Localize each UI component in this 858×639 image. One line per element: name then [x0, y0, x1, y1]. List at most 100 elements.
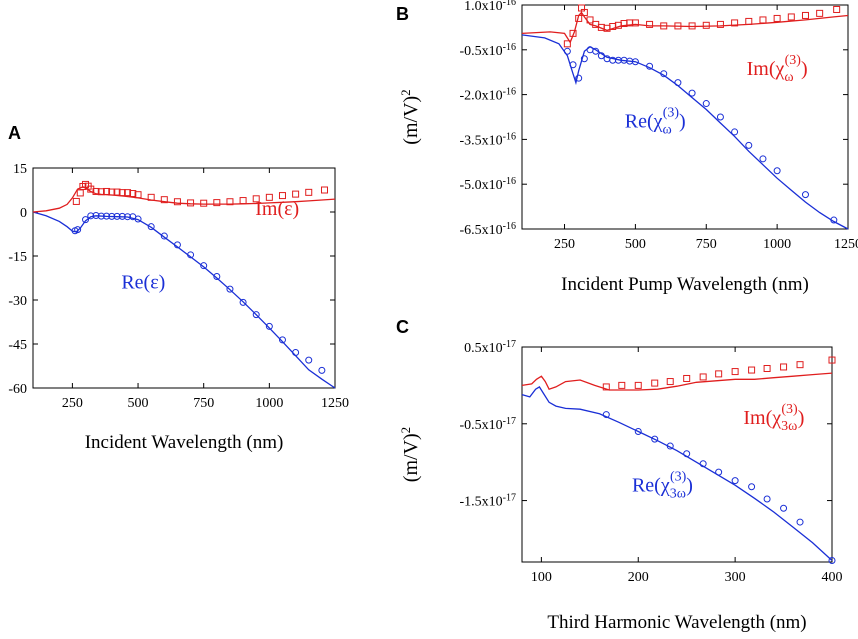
panel-c-re-circle-point	[731, 477, 739, 485]
panel-a-im-square-point	[72, 197, 80, 205]
panel-b-re-circle-point	[773, 167, 781, 175]
panel-b-annotations: Im(χω(3)) Re(χω(3))	[625, 53, 808, 137]
panel-b-re-line-series-line	[521, 34, 849, 230]
panel-b-im-square-point	[702, 21, 710, 29]
panel-a-re-line-series-line	[32, 211, 336, 389]
panel-a-re-circle-point	[124, 213, 132, 221]
panel-b-x-tick-label: 750	[696, 237, 717, 252]
panel-c-im-square-point	[763, 365, 771, 372]
panel-c-im-square-point	[796, 361, 804, 369]
panel-b-re-circle-point	[580, 55, 588, 63]
panel-c-im-square-point	[828, 356, 836, 364]
panel-c-im-square-point	[715, 370, 723, 378]
panel-b-im-square-point	[674, 22, 682, 30]
panel-b-im-square-point	[575, 14, 583, 22]
panel-c-re-circle-point	[602, 411, 610, 419]
panel-a-ticks: 250 500 750 1000 1250 15 0 -15 -30 -45 -60	[8, 162, 349, 411]
panel-a-re-circle-point	[113, 212, 121, 220]
panel-a-re-circle-point	[92, 212, 100, 220]
panel-c: C 100 200 300 400 0.5x10-17 -0.5x10-17 -1.5x10…	[396, 317, 843, 633]
panel-b-re-circle-point	[597, 52, 605, 60]
panel-c-y-tick-label: -1.5x10-17	[459, 492, 516, 510]
panel-a-x-tick-label: 500	[128, 396, 149, 411]
panel-a-re-circle-point	[187, 251, 195, 259]
panel-c-x-tick-label: 200	[628, 570, 649, 585]
panel-a-re-circle-point	[87, 212, 95, 220]
panel-b-re-circle-point	[563, 47, 571, 55]
panel-b-re-circle-point	[569, 61, 577, 69]
panel-c-re-label: Re(χ3ω(3))	[632, 469, 693, 501]
panel-b-y-axis-label: (m/V)2	[398, 89, 423, 144]
panel-b-im-square-point	[580, 8, 588, 16]
panel-a-im-square-point	[292, 190, 300, 198]
panel-c-re-line-series-line	[521, 386, 833, 561]
panel-a-re-circle-point	[318, 366, 326, 374]
panel-b-re-circle-point	[702, 100, 710, 108]
panel-b-re-circle-point	[592, 47, 600, 55]
panel-a-x-tick-label: 250	[62, 396, 83, 411]
panel-b-re-circle-point	[688, 89, 696, 97]
panel-b-im-square-point	[759, 16, 767, 24]
panel-a-y-tick-label: 15	[13, 162, 27, 177]
panel-a-x-tick-label: 1000	[255, 396, 283, 411]
panel-c-re-circle-point	[828, 556, 836, 564]
panel-c-re-circle-point	[666, 442, 674, 450]
panel-a-im-square-point	[213, 199, 221, 207]
panel-b-im-line-series-line	[521, 11, 849, 44]
panel-c-x-tick-label: 100	[531, 570, 552, 585]
panel-b-x-tick-label: 1250	[834, 237, 858, 252]
panel-b-marks	[521, 4, 849, 230]
panel-a-y-tick-label: -30	[8, 294, 27, 309]
panel-b-frame	[521, 4, 849, 230]
panel-a-re-circle-point	[252, 311, 260, 319]
panel-a-im-square-point	[97, 188, 105, 196]
panel-b-im-square-point	[688, 22, 696, 30]
panel-c-re-circle-point	[763, 495, 771, 503]
panel-b-y-tick-label: -6.5x10-16	[459, 221, 516, 239]
panel-c-annotations: Im(χ3ω(3)) Re(χ3ω(3))	[632, 402, 804, 502]
panel-a-im-square-point	[226, 198, 234, 206]
panel-a-im-square-point	[305, 188, 313, 196]
panel-a-im-square-point	[108, 188, 116, 196]
panel-c-im-square-point	[602, 383, 610, 391]
panel-b-im-square-point	[716, 20, 724, 28]
panel-b-y-axis-label-sup: 2	[398, 89, 413, 96]
panel-c-re-circle-point	[748, 483, 756, 491]
panel-b-im-square-point	[731, 19, 739, 27]
panel-c-re-circle-point	[634, 427, 642, 435]
panel-a-re-circle-point	[160, 232, 168, 240]
panel-c-im-square-point	[780, 363, 788, 371]
panel-c-x-tick-label: 300	[725, 570, 746, 585]
panel-b-im-square-point	[816, 9, 824, 17]
panel-b-re-circle-point	[830, 216, 838, 224]
panel-c-im-square-point	[731, 368, 739, 376]
panel-b-im-square-point	[631, 19, 639, 27]
panel-a-im-square-point	[173, 198, 181, 206]
panel-b-im-square-point	[833, 5, 841, 13]
panel-a-re-circle-point	[239, 298, 247, 306]
panel-b-re-circle-point	[801, 191, 809, 199]
panel-b: B 250 500 750 1000 1250 1.0x10-16 -0.5x10-16 -2…	[396, 0, 858, 295]
panel-c-re-circle-point	[683, 450, 691, 458]
panel-b-re-circle-point	[586, 46, 594, 54]
panel-b-y-axis-label-base: (m/V)	[400, 96, 422, 145]
panel-b-re-circle-point	[646, 62, 654, 70]
panel-c-re-circle-point	[651, 435, 659, 443]
panel-b-re-circle-point	[745, 141, 753, 149]
panel-c-frame	[521, 346, 833, 563]
panel-a-re-circle-point	[97, 212, 105, 220]
panel-c-re-circle-point	[796, 518, 804, 526]
panel-c-im-square-point	[618, 381, 626, 389]
panel-c-y-tick-label: 0.5x10-17	[464, 339, 516, 357]
panel-a-y-tick-label: -15	[8, 250, 27, 265]
panel-a-im-square-point	[239, 197, 247, 205]
panel-a: A 250 500 750 1000 1250 15 0 -15 -30 -45 -60 Incid…	[8, 123, 349, 453]
panel-a-im-square-point	[76, 189, 84, 197]
panel-c-re-circle-point	[715, 468, 723, 476]
panel-a-re-circle-point	[265, 322, 273, 330]
panel-b-y-tick-label: 1.0x10-16	[464, 0, 516, 14]
panel-c-im-square-point	[748, 366, 756, 374]
panel-c-im-label: Im(χ3ω(3))	[743, 402, 804, 434]
panel-b-re-circle-point	[575, 74, 583, 82]
panel-a-x-tick-label: 750	[193, 396, 214, 411]
